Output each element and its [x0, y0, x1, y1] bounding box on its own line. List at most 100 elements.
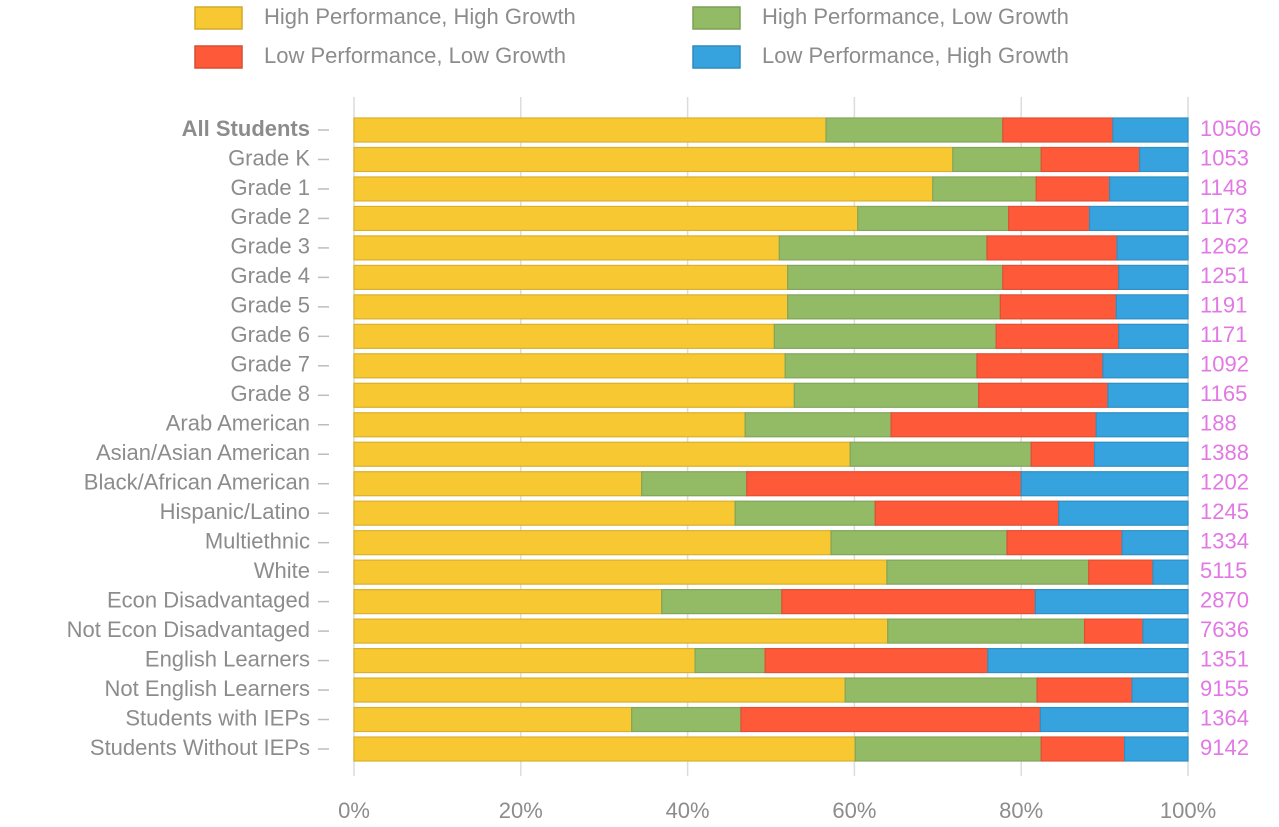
total-label: 10506 [1200, 116, 1261, 141]
y-tick-label: Grade 3 [231, 234, 311, 259]
bar-segment [1035, 176, 1111, 202]
bar-segment [353, 677, 846, 703]
total-label: 5115 [1200, 558, 1247, 583]
bar-segment [1093, 441, 1189, 467]
bar-segment [353, 264, 789, 290]
x-tick-label: 0% [338, 798, 370, 823]
y-tick-label: Grade 1 [231, 175, 311, 200]
bar-segment [353, 412, 746, 438]
x-tick-label: 80% [999, 798, 1043, 823]
total-label: 1053 [1200, 145, 1249, 170]
legend-swatch [194, 45, 243, 69]
y-tick-label: Econ Disadvantaged [107, 587, 310, 612]
bar-segment [887, 618, 1086, 644]
bar-segment [641, 471, 748, 497]
bar-segment [932, 176, 1037, 202]
bar-segment [849, 441, 1032, 467]
bar-segment [976, 353, 1104, 379]
bar-segment [1030, 441, 1096, 467]
bar-segment [784, 353, 978, 379]
total-label: 1165 [1200, 381, 1247, 406]
bar-segment [986, 235, 1118, 261]
total-label: 7636 [1200, 617, 1249, 642]
bar-segment [825, 117, 1004, 143]
y-tick-label: Students Without IEPs [90, 735, 310, 760]
bar-segment [353, 176, 934, 202]
y-tick-label: White [254, 558, 310, 583]
bar-segment [1058, 500, 1189, 526]
bar-segment [1006, 530, 1123, 556]
bar-segment [1020, 471, 1189, 497]
bar-segment [353, 441, 851, 467]
bar-segment [1131, 677, 1189, 703]
total-label: 1191 [1200, 293, 1247, 318]
x-tick-label: 40% [666, 798, 710, 823]
bar-segment [1088, 205, 1189, 232]
bar-segment [631, 706, 742, 733]
bar-segment [353, 647, 696, 674]
y-tick-label: English Learners [145, 646, 310, 671]
bar-segment [844, 677, 1038, 703]
bar-segment [1039, 706, 1189, 733]
y-tick-label: Grade 7 [231, 352, 311, 377]
total-label: 1388 [1200, 440, 1249, 465]
bar-segment [1083, 618, 1144, 644]
bar-segment [694, 647, 766, 674]
total-label: 1334 [1200, 528, 1249, 553]
bar-segment [1008, 205, 1091, 232]
bar-segment [353, 323, 775, 349]
legend-label: High Performance, High Growth [264, 4, 576, 29]
bar-segment [353, 471, 643, 497]
total-label: 9155 [1200, 676, 1249, 701]
x-tick-label: 60% [832, 798, 876, 823]
y-tick-label: Arab American [166, 411, 310, 436]
bar-segment [886, 559, 1090, 585]
bar-segment [734, 500, 876, 526]
y-tick-label: Hispanic/Latino [160, 499, 310, 524]
bar-segment [1115, 294, 1189, 320]
bar-segment [353, 382, 795, 408]
legend-label: High Performance, Low Growth [762, 4, 1069, 29]
legend-swatch [692, 45, 741, 69]
y-tick-label: Not Econ Disadvantaged [67, 617, 310, 642]
bar-segment [1118, 264, 1189, 290]
bar-segment [353, 117, 827, 143]
y-tick-label: Grade K [228, 145, 310, 170]
legend-label: Low Performance, High Growth [762, 43, 1069, 68]
total-label: 1364 [1200, 705, 1249, 730]
bar-segment [353, 353, 786, 379]
bar-segment [353, 736, 856, 762]
bar-segment [353, 205, 859, 232]
bar-segment [1142, 618, 1189, 644]
bar-segment [854, 736, 1042, 762]
y-tick-label: Grade 5 [231, 293, 311, 318]
y-tick-label: Grade 8 [231, 381, 311, 406]
total-label: 2870 [1200, 587, 1249, 612]
x-tick-label: 100% [1160, 798, 1216, 823]
bar-segment [1107, 382, 1189, 408]
y-tick-label: All Students [182, 116, 310, 141]
total-label: 1351 [1200, 646, 1249, 671]
bar-segment [353, 559, 888, 585]
y-tick-label: Students with IEPs [125, 705, 310, 730]
bar-segment [1121, 530, 1189, 556]
total-label: 9142 [1200, 735, 1249, 760]
bar-segment [353, 294, 789, 320]
bar-segment [1109, 176, 1189, 202]
bar-segment [740, 706, 1041, 733]
total-label: 1148 [1200, 175, 1247, 200]
bar-segment [1036, 677, 1133, 703]
bar-segment [978, 382, 1109, 408]
bar-segment [1112, 117, 1189, 143]
bar-segment [1152, 559, 1189, 585]
total-label: 1092 [1200, 352, 1249, 377]
bar-segment [1118, 323, 1189, 349]
y-tick-label: Not English Learners [105, 676, 310, 701]
total-label: 1251 [1200, 263, 1249, 288]
bar-segment [764, 647, 989, 674]
bar-segment [987, 647, 1189, 674]
bar-segment [999, 294, 1117, 320]
bar-segment [353, 146, 954, 173]
bar-segment [1124, 736, 1189, 762]
